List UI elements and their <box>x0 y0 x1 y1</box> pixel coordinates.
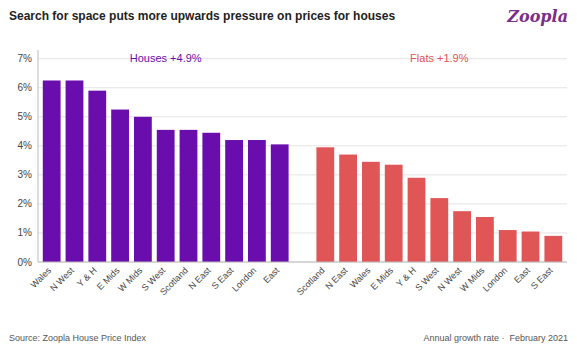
y-tick-label: 3% <box>18 169 33 180</box>
x-tick-label: London <box>481 265 509 293</box>
bar <box>157 130 175 262</box>
chart-svg: 0%1%2%3%4%5%6%7%WalesN WestY & HE MidsW … <box>0 0 577 351</box>
series-label: Flats +1.9% <box>410 52 469 64</box>
bar <box>544 236 562 262</box>
x-tick-label: Scotland <box>295 265 327 297</box>
bars <box>43 80 562 262</box>
x-tick-label: E Mids <box>369 265 396 292</box>
x-tick-label: N West <box>48 265 76 293</box>
chart-container: 0%1%2%3%4%5%6%7%WalesN WestY & HE MidsW … <box>0 0 577 351</box>
bar <box>225 140 243 262</box>
bar <box>476 217 494 262</box>
y-tick-label: 4% <box>18 140 33 151</box>
bar <box>499 230 517 262</box>
x-tick-label: S East <box>529 265 555 291</box>
x-axis-line <box>38 262 567 263</box>
x-tick-label: N East <box>323 265 350 292</box>
bar <box>134 117 152 262</box>
series-label: Houses +4.9% <box>130 52 202 64</box>
logo: Zoopla <box>506 7 568 26</box>
grid-line <box>38 262 567 263</box>
bar <box>271 144 289 262</box>
bar <box>88 91 106 262</box>
x-tick-label: N East <box>187 265 214 292</box>
y-tick-label: 7% <box>18 53 33 64</box>
source: Source: Zoopla House Price Index <box>9 333 147 343</box>
bar <box>385 165 403 262</box>
title: Search for space puts more upwards press… <box>9 9 395 23</box>
page: {"chart_data": { "type": "bar", "title":… <box>0 0 577 351</box>
bar <box>248 140 266 262</box>
footer-note: Annual growth rate · February 2021 <box>423 333 568 343</box>
y-tick-label: 2% <box>18 198 33 209</box>
x-tick-label: London <box>230 265 258 293</box>
y-tick-label: 5% <box>18 111 33 122</box>
x-tick-label: Scotland <box>158 265 190 297</box>
bar <box>522 232 540 262</box>
bar <box>66 80 84 262</box>
bar <box>408 178 426 262</box>
y-tick-label: 6% <box>18 82 33 93</box>
grid <box>38 59 567 262</box>
y-axis-line <box>38 50 39 262</box>
bar <box>316 147 334 262</box>
bar <box>362 162 380 262</box>
grid-line <box>38 58 567 59</box>
bar <box>180 130 198 262</box>
x-tick-label: East <box>512 265 532 285</box>
x-tick-label: East <box>261 265 281 285</box>
bar <box>339 155 357 262</box>
y-tick-label: 1% <box>18 227 33 238</box>
bar <box>430 198 448 262</box>
y-tick-label: 0% <box>18 257 33 268</box>
bar <box>43 80 61 262</box>
grid-line <box>38 87 567 88</box>
bar <box>453 211 471 262</box>
bar <box>111 110 129 262</box>
bar <box>202 133 220 262</box>
x-tick-label: W Mids <box>116 265 145 294</box>
